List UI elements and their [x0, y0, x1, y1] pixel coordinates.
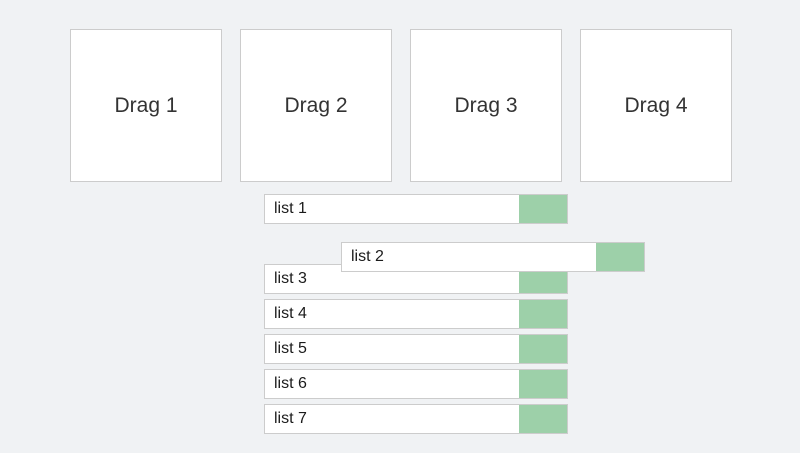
- list-item-5[interactable]: list 5: [264, 334, 568, 364]
- drag-handle[interactable]: [596, 243, 644, 271]
- drop-zone-3[interactable]: Drag 3: [410, 29, 562, 182]
- drop-zone-4[interactable]: Drag 4: [580, 29, 732, 182]
- drop-zone-2[interactable]: Drag 2: [240, 29, 392, 182]
- list-item-label: list 7: [274, 410, 307, 427]
- drop-zone-1[interactable]: Drag 1: [70, 29, 222, 182]
- drag-handle[interactable]: [519, 195, 567, 223]
- list-item-label: list 6: [274, 375, 307, 392]
- drop-zones-row: Drag 1 Drag 2 Drag 3 Drag 4: [70, 29, 732, 182]
- list-item-label: list 5: [274, 340, 307, 357]
- list-item-label: list 3: [274, 270, 307, 287]
- list-item-4[interactable]: list 4: [264, 299, 568, 329]
- drag-handle[interactable]: [519, 405, 567, 433]
- list-item-label: list 2: [351, 248, 384, 265]
- list-item-7[interactable]: list 7: [264, 404, 568, 434]
- drag-handle[interactable]: [519, 300, 567, 328]
- sortable-list: list 1 list 2 list 3 list 4 list 5 list …: [264, 194, 645, 439]
- drag-handle[interactable]: [519, 370, 567, 398]
- list-item-1[interactable]: list 1: [264, 194, 568, 224]
- drag-handle[interactable]: [519, 335, 567, 363]
- list-item-label: list 1: [274, 200, 307, 217]
- list-item-2-dragging[interactable]: list 2: [341, 242, 645, 272]
- list-item-label: list 4: [274, 305, 307, 322]
- list-item-6[interactable]: list 6: [264, 369, 568, 399]
